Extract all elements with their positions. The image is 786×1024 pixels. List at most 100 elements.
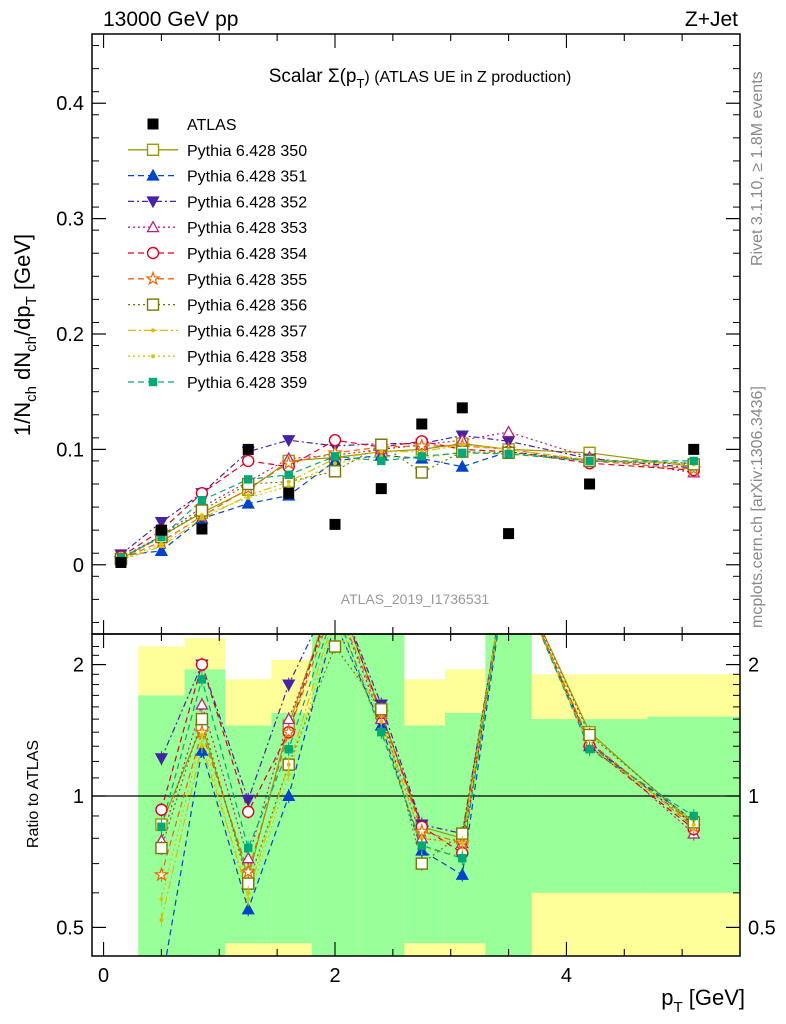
legend-marker xyxy=(145,270,161,286)
band-inner xyxy=(311,634,359,956)
ratio-point-352 xyxy=(503,554,514,564)
band-inner xyxy=(485,634,532,956)
ratio-point-359 xyxy=(458,854,467,863)
plot-title: Scalar Σ(pT) (ATLAS UE in Z production) xyxy=(269,66,572,91)
legend-marker xyxy=(148,377,158,387)
x-tick-label: 2 xyxy=(329,965,340,987)
mcplots-label: mcplots.cern.ch [arXiv:1306.3436] xyxy=(749,386,766,628)
point-357 xyxy=(379,449,384,454)
legend-label: Pythia 6.428 351 xyxy=(187,169,307,186)
ratio-point-351 xyxy=(282,789,296,802)
ratio-point-358 xyxy=(159,897,164,902)
ratio-point-353 xyxy=(282,712,296,725)
point-351 xyxy=(241,496,255,509)
point-354 xyxy=(242,454,255,468)
x-tick-label: 0 xyxy=(98,965,109,987)
point-352 xyxy=(282,435,296,447)
ratio-point-350 xyxy=(330,582,341,593)
plot-title-sub: T xyxy=(356,76,364,91)
legend-entry: ATLAS xyxy=(147,117,237,134)
legend-marker xyxy=(146,298,160,311)
legend-marker xyxy=(146,246,160,260)
ratio-line-352 xyxy=(160,634,695,835)
point-359 xyxy=(377,456,386,466)
point-359 xyxy=(689,456,698,466)
ratio-axis-label: Ratio to ATLAS xyxy=(25,740,42,848)
atlas-data-point xyxy=(283,487,295,499)
atlas-data-point xyxy=(416,418,428,430)
legend-marker xyxy=(146,220,160,233)
ratio-point-354 xyxy=(195,658,209,671)
point-353 xyxy=(501,425,516,438)
point-359 xyxy=(417,452,426,461)
x-axis-label-main: p xyxy=(661,985,673,1010)
analysis-id: ATLAS_2019_I1736531 xyxy=(341,591,490,607)
x-axis-label-end: [GeV] xyxy=(683,985,745,1010)
legend-label: Pythia 6.428 359 xyxy=(187,375,307,392)
ratio-point-357 xyxy=(333,613,337,617)
ratio-y-tick-label: 0.5 xyxy=(56,917,84,939)
main-plot-content xyxy=(113,402,702,568)
ratio-point-356 xyxy=(583,728,596,742)
ratio-y-tick-label-right: 1 xyxy=(748,786,759,808)
legend-entry: Pythia 6.428 358 xyxy=(128,349,307,366)
x-tick-label: 4 xyxy=(561,965,572,987)
ratio-point-352 xyxy=(330,583,341,593)
legend-marker-atlas xyxy=(147,118,159,130)
ratio-y-tick-label: 2 xyxy=(73,655,84,677)
point-351 xyxy=(455,459,469,472)
point-358 xyxy=(159,542,164,546)
atlas-data-point xyxy=(329,518,341,530)
point-357 xyxy=(286,479,291,484)
point-354 xyxy=(328,433,342,447)
point-359 xyxy=(284,470,293,479)
ratio-point-359 xyxy=(332,604,339,611)
x-axis-label: pT [GeV] xyxy=(661,985,745,1016)
ratio-point-353 xyxy=(330,595,341,605)
ratio-point-355 xyxy=(329,595,341,606)
atlas-data-point xyxy=(155,524,167,536)
legend-entry: Pythia 6.428 359 xyxy=(128,375,307,392)
ratio-point-353 xyxy=(241,851,255,864)
point-355 xyxy=(280,455,297,470)
point-359 xyxy=(504,449,513,459)
legend-entry: Pythia 6.428 357 xyxy=(128,323,307,340)
point-359 xyxy=(458,448,467,458)
series-line-355 xyxy=(120,445,694,560)
ratio-point-357 xyxy=(379,719,384,724)
legend-label: Pythia 6.428 356 xyxy=(187,298,307,315)
point-359 xyxy=(197,495,207,505)
ratio-point-354 xyxy=(155,803,168,816)
ratio-plot-content xyxy=(92,552,740,989)
legend-label: Pythia 6.428 357 xyxy=(187,323,307,340)
ratio-point-350 xyxy=(503,553,514,564)
ratio-point-351 xyxy=(156,979,167,989)
ratio-point-359 xyxy=(585,744,594,754)
series-line-354 xyxy=(120,439,694,558)
ratio-point-356 xyxy=(415,857,428,870)
ratio-point-355 xyxy=(153,866,170,882)
ratio-point-351 xyxy=(241,902,255,915)
ratio-point-355 xyxy=(503,552,515,563)
band-outer-low xyxy=(404,943,486,956)
ratio-point-357 xyxy=(199,744,204,749)
point-358 xyxy=(333,461,337,466)
point-357 xyxy=(460,442,465,447)
point-357 xyxy=(199,516,204,521)
legend-label: Pythia 6.428 350 xyxy=(187,143,307,160)
point-358 xyxy=(286,484,291,489)
point-359 xyxy=(330,452,340,461)
ratio-point-358 xyxy=(286,772,291,777)
y-tick-label: 0.3 xyxy=(56,209,84,231)
main-plot-axes: 0 0.1 0.2 0.3 0.4 xyxy=(56,34,740,634)
legend-marker xyxy=(151,328,155,333)
ratio-y-tick-label-right: 0.5 xyxy=(748,917,776,939)
y-tick-label: 0.4 xyxy=(56,93,84,115)
atlas-data-point xyxy=(688,443,700,455)
series-line-353 xyxy=(120,431,694,559)
point-358 xyxy=(246,495,251,500)
atlas-data-point xyxy=(242,443,254,455)
ratio-point-356 xyxy=(375,703,388,716)
ratio-point-352 xyxy=(241,794,255,807)
